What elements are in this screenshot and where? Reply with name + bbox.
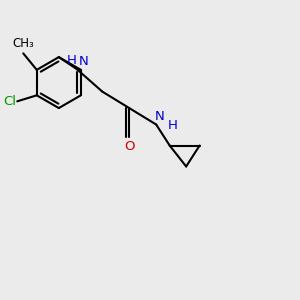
Text: H: H [168,118,177,132]
Text: Cl: Cl [3,95,16,108]
Text: O: O [124,140,134,152]
Text: N: N [155,110,165,123]
Text: H: H [66,54,76,67]
Text: CH₃: CH₃ [12,38,34,50]
Text: N: N [79,55,88,68]
